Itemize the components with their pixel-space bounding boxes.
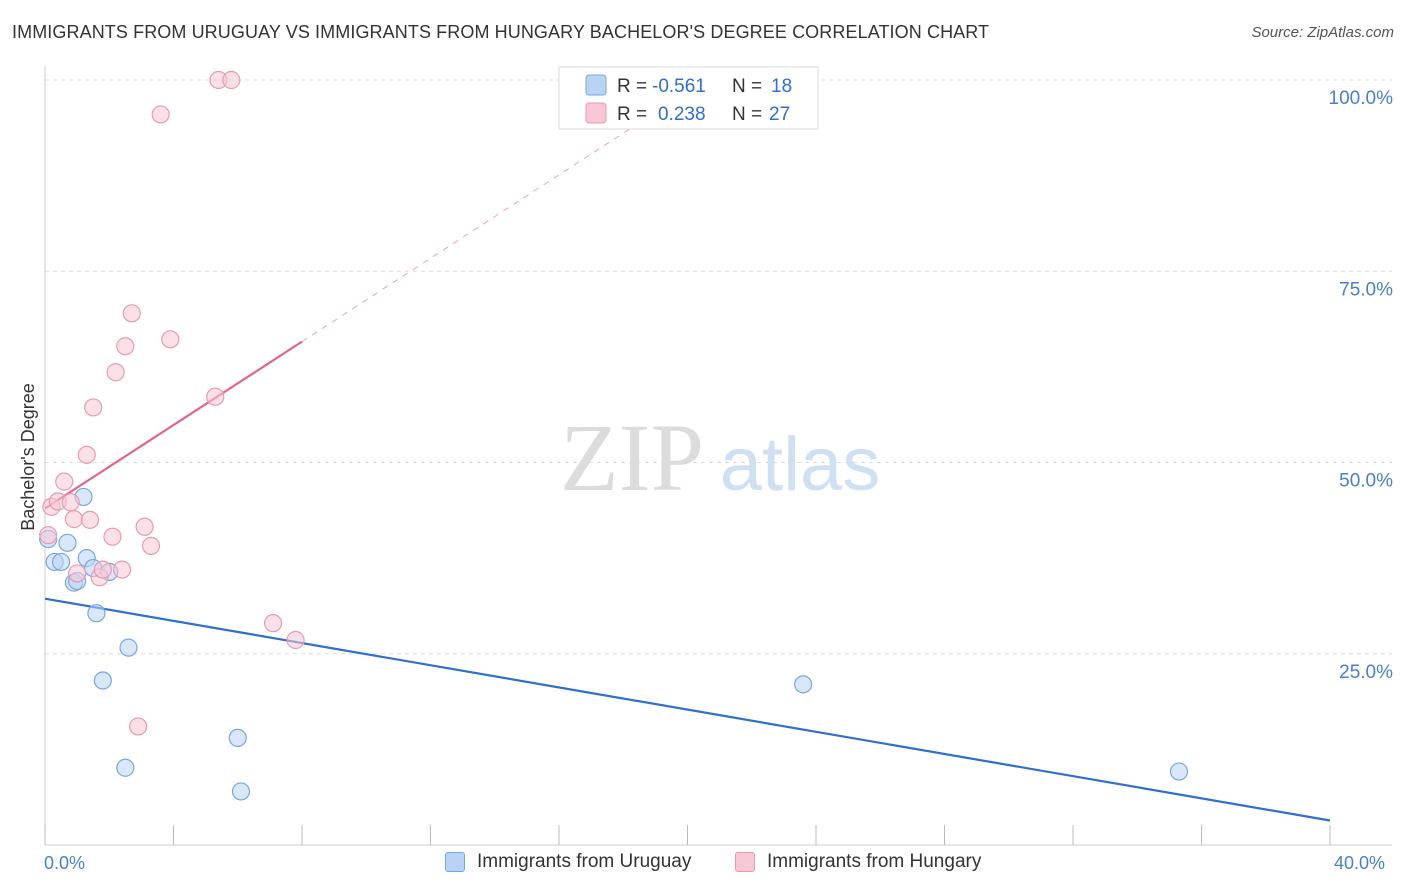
y-tick-label-50: 50.0% xyxy=(1339,471,1393,492)
y-tick-label-75: 75.0% xyxy=(1339,279,1393,300)
point-uruguay-14 xyxy=(228,728,247,748)
point-uruguay-2 xyxy=(51,552,71,572)
point-hungary-22 xyxy=(206,387,225,406)
legend-r-label-hungary: R = xyxy=(617,104,647,125)
x-tick-label-min: 0.0% xyxy=(44,853,86,873)
point-uruguay-15 xyxy=(231,782,251,801)
legend-n-label-hungary: N = xyxy=(732,104,762,125)
point-hungary-12 xyxy=(103,527,122,546)
point-uruguay-3 xyxy=(58,533,77,552)
point-hungary-8 xyxy=(80,510,100,529)
legend-top: R = -0.561 N = 18 R = 0.238 N = 27 xyxy=(558,66,819,130)
point-uruguay-12 xyxy=(116,758,135,777)
point-hungary-15 xyxy=(116,337,135,356)
grid-layer xyxy=(45,79,1392,655)
point-hungary-21 xyxy=(161,330,180,349)
legend-swatch-hungary-bottom xyxy=(735,852,755,872)
point-uruguay-16 xyxy=(794,675,813,694)
point-uruguay-9 xyxy=(87,604,106,623)
point-hungary-13 xyxy=(106,363,125,382)
point-uruguay-10 xyxy=(93,671,112,690)
legend-r-value-uruguay: -0.561 xyxy=(652,76,706,97)
point-hungary-20 xyxy=(151,105,170,124)
y-axis-label: Bachelor's Degree xyxy=(18,383,38,531)
trend-line-uruguay xyxy=(44,597,1331,822)
legend-r-label-uruguay: R = xyxy=(617,76,647,97)
point-hungary-24 xyxy=(222,70,241,90)
point-hungary-0 xyxy=(39,526,58,545)
watermark: ZIP atlas xyxy=(560,404,880,511)
y-tick-label-25: 25.0% xyxy=(1339,662,1393,683)
chart-title: IMMIGRANTS FROM URUGUAY VS IMMIGRANTS FR… xyxy=(12,22,990,42)
point-hungary-17 xyxy=(129,717,148,736)
trend-line-hungary xyxy=(44,340,303,510)
point-hungary-7 xyxy=(77,445,96,464)
legend-n-value-uruguay: 18 xyxy=(771,76,792,97)
point-hungary-4 xyxy=(61,493,80,512)
x-tick-label-max: 40.0% xyxy=(1334,853,1386,873)
point-hungary-16 xyxy=(122,304,141,323)
point-uruguay-17 xyxy=(1169,762,1189,781)
point-hungary-14 xyxy=(112,560,132,579)
legend-r-value-hungary: 0.238 xyxy=(658,104,706,125)
legend-swatch-uruguay xyxy=(585,74,607,96)
legend-item-hungary[interactable]: Immigrants from Hungary xyxy=(735,851,981,873)
point-hungary-18 xyxy=(135,517,154,536)
watermark-zip: ZIP xyxy=(560,404,704,511)
point-hungary-25 xyxy=(263,614,283,633)
legend-swatch-uruguay-bottom xyxy=(445,852,465,872)
legend-n-label-uruguay: N = xyxy=(732,76,762,97)
point-uruguay-13 xyxy=(119,638,138,657)
point-hungary-26 xyxy=(286,630,305,650)
point-hungary-11 xyxy=(93,560,112,579)
watermark-atlas: atlas xyxy=(720,422,881,507)
point-hungary-9 xyxy=(84,398,103,417)
legend-swatch-hungary xyxy=(585,102,607,124)
axes-layer: 25.0% 50.0% 75.0% 100.0% xyxy=(44,66,1394,846)
point-hungary-3 xyxy=(55,472,74,491)
legend-item-uruguay[interactable]: Immigrants from Uruguay xyxy=(445,851,691,873)
points-layer xyxy=(39,70,1189,801)
legend-bottom: Immigrants from Uruguay Immigrants from … xyxy=(0,851,1406,881)
legend-label-uruguay: Immigrants from Uruguay xyxy=(477,851,692,872)
legend-n-value-hungary: 27 xyxy=(769,104,790,125)
y-tick-label-100: 100.0% xyxy=(1329,88,1394,109)
point-hungary-6 xyxy=(68,564,87,583)
source-label: Source: ZipAtlas.com xyxy=(1251,24,1394,41)
point-hungary-19 xyxy=(141,536,161,555)
point-hungary-5 xyxy=(64,510,84,529)
legend-label-hungary: Immigrants from Hungary xyxy=(767,851,982,872)
